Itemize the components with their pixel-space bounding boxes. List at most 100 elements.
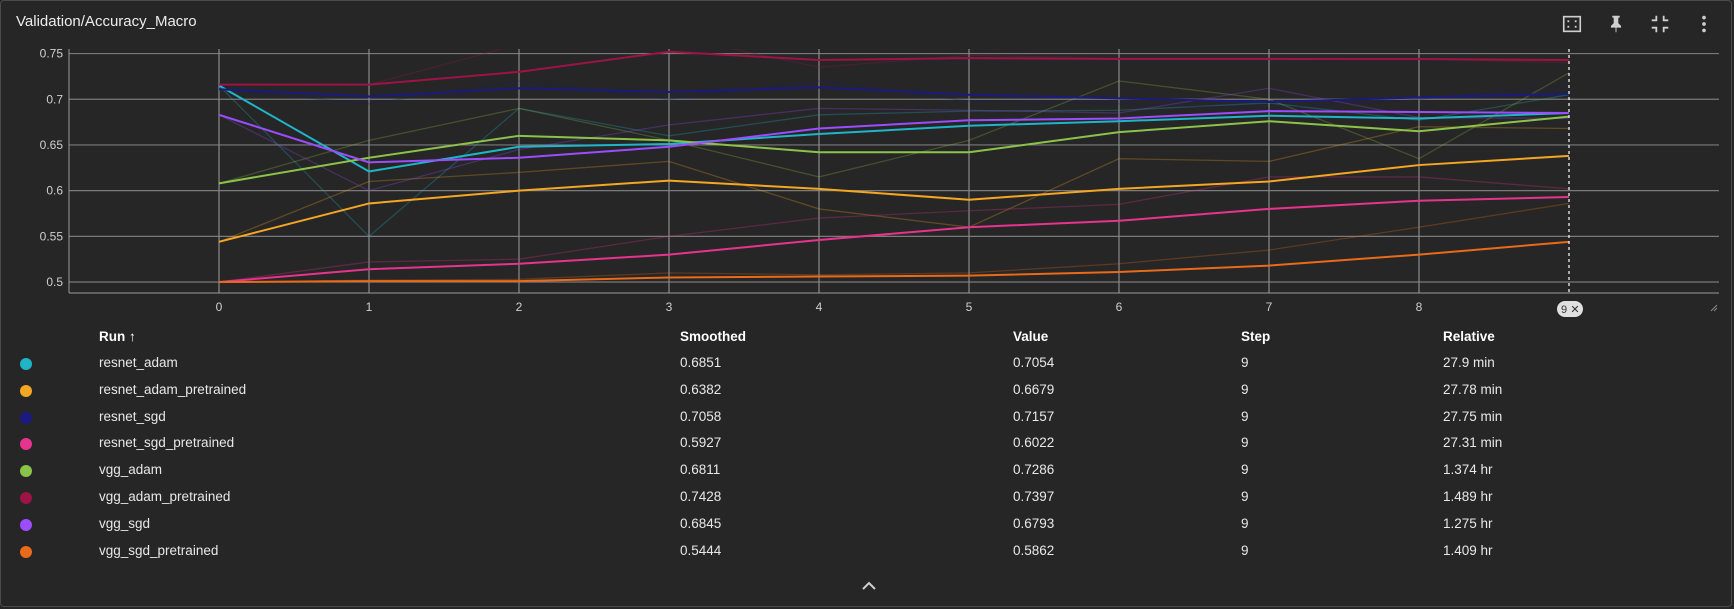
cell-relative: 1.374 hr [1443,462,1493,478]
cell-smoothed: 0.6811 [680,462,721,478]
series-raw-line-resnet_adam_pretrained[interactable] [218,126,1570,243]
series-raw-line-vgg_sgd[interactable] [218,87,1570,192]
hover-step-label: 9 [1561,304,1567,316]
series-smoothed-line-vgg_adam[interactable] [218,115,1570,185]
series-raw-line-vgg_adam[interactable] [218,72,1570,184]
line-chart[interactable]: 0.5 0.55 0.6 0.65 0.7 0.75 0 1 2 3 4 5 6 7 8 9 ✕ [1,41,1734,321]
run-color-swatch[interactable] [20,411,32,424]
x-tick-label: 8 [1416,300,1423,314]
series-raw-line-resnet_sgd_pretrained[interactable] [218,176,1570,283]
cell-smoothed: 0.6382 [680,381,722,397]
table-row[interactable]: vgg_sgd_pretrained 0.5444 0.5862 9 1.409 hr [1,537,1734,564]
table-row[interactable]: vgg_sgd 0.6845 0.6793 9 1.275 hr [1,510,1734,537]
x-tick-label: 4 [816,300,823,314]
cell-run: vgg_sgd_pretrained [99,542,219,558]
cell-run: resnet_adam_pretrained [99,381,247,397]
collapse-button[interactable] [1645,11,1675,37]
y-tick-label: 0.5 [46,275,63,289]
cell-smoothed: 0.5927 [680,435,722,451]
x-tick-label: 1 [366,300,373,314]
cell-run: resnet_sgd_pretrained [99,435,235,451]
run-color-swatch[interactable] [20,545,32,558]
more-vert-icon [1702,15,1706,33]
cell-relative: 1.489 hr [1443,488,1493,504]
cell-value: 0.6022 [1013,435,1055,451]
fit-to-data-button[interactable] [1557,11,1587,37]
hover-step-badge[interactable] [1557,301,1583,317]
cell-step: 9 [1241,381,1249,397]
cell-run: vgg_adam [99,462,163,478]
cell-step: 9 [1241,488,1249,504]
run-color-swatch[interactable] [20,518,32,531]
run-color-swatch[interactable] [20,384,32,397]
x-tick-label: 3 [666,300,673,314]
cell-value: 0.7157 [1013,408,1055,424]
cell-value: 0.6679 [1013,381,1055,397]
run-color-swatch[interactable] [20,491,32,504]
cell-value: 0.7054 [1013,355,1055,370]
table-row[interactable]: resnet_adam 0.6851 0.7054 9 27.9 min [1,349,1734,376]
table-body: resnet_adam 0.6851 0.7054 9 27.9 min resnet_a… [1,349,1734,563]
table-row[interactable]: vgg_adam_pretrained 0.7428 0.7397 9 1.489 hr [1,483,1734,510]
series-smoothed-line-vgg_sgd[interactable] [218,110,1570,164]
run-color-swatch[interactable] [20,358,32,370]
cell-relative: 1.409 hr [1443,542,1493,558]
cell-relative: 27.31 min [1443,435,1503,451]
x-tick-label: 6 [1116,300,1123,314]
run-table: Run ↑ Smoothed Value Step Relative resne… [1,323,1734,563]
cell-relative: 27.78 min [1443,381,1503,397]
series-group [218,49,1570,284]
resize-handle-icon[interactable] [1710,304,1718,312]
cell-step: 9 [1241,408,1249,424]
cell-run: resnet_adam [99,355,178,370]
run-color-swatch[interactable] [20,438,32,451]
cell-run: resnet_sgd [99,408,166,424]
cell-step: 9 [1241,462,1249,478]
header-step[interactable]: Step [1241,329,1271,344]
table-row[interactable]: resnet_adam_pretrained 0.6382 0.6679 9 27.78… [1,376,1734,403]
run-color-swatch[interactable] [20,465,32,478]
y-tick-label: 0.55 [40,229,64,243]
cell-value: 0.5862 [1013,542,1055,558]
collapse-icon [1651,15,1669,33]
pin-icon [1610,15,1622,33]
cell-relative: 27.9 min [1443,355,1495,370]
x-tick-label: 0 [216,300,223,314]
cell-smoothed: 0.6845 [680,515,722,531]
y-tick-label: 0.7 [46,92,63,106]
x-tick-label: 5 [966,300,973,314]
series-smoothed-line-vgg_adam_pretrained[interactable] [219,50,1570,86]
series-smoothed-line-resnet_sgd_pretrained[interactable] [218,196,1570,284]
cell-smoothed: 0.7428 [680,488,722,504]
pin-button[interactable] [1601,11,1631,37]
cell-smoothed: 0.6851 [680,355,722,370]
cell-value: 0.7286 [1013,462,1055,478]
cell-step: 9 [1241,515,1249,531]
header-value[interactable]: Value [1013,329,1049,344]
fit-to-data-icon [1562,15,1582,33]
series-raw-line-vgg_sgd_pretrained[interactable] [218,202,1570,283]
y-tick-label: 0.75 [40,47,64,61]
series-smoothed-line-vgg_sgd_pretrained[interactable] [218,240,1570,284]
cell-step: 9 [1241,435,1249,451]
table-header: Run ↑ Smoothed Value Step Relative [1,323,1734,351]
more-options-button[interactable] [1689,11,1719,37]
cell-smoothed: 0.7058 [680,408,722,424]
cell-smoothed: 0.5444 [680,542,722,558]
header-smoothed[interactable]: Smoothed [680,329,746,344]
close-hover-icon[interactable]: ✕ [1570,304,1579,316]
expand-button[interactable] [859,579,879,593]
x-tick-label: 7 [1266,300,1273,314]
cell-step: 9 [1241,355,1249,370]
table-row[interactable]: vgg_adam 0.6811 0.7286 9 1.374 hr [1,456,1734,483]
header-relative[interactable]: Relative [1443,329,1495,344]
y-tick-label: 0.6 [46,184,63,198]
table-row[interactable]: resnet_sgd_pretrained 0.5927 0.6022 9 27.31 … [1,429,1734,456]
series-smoothed-line-resnet_sgd[interactable] [218,86,1570,104]
cell-value: 0.6793 [1013,515,1055,531]
series-smoothed-line-resnet_adam_pretrained[interactable] [218,154,1570,243]
header-run[interactable]: Run ↑ [99,329,136,344]
chevron-up-icon [862,581,876,590]
table-row[interactable]: resnet_sgd 0.7058 0.7157 9 27.75 min [1,403,1734,430]
